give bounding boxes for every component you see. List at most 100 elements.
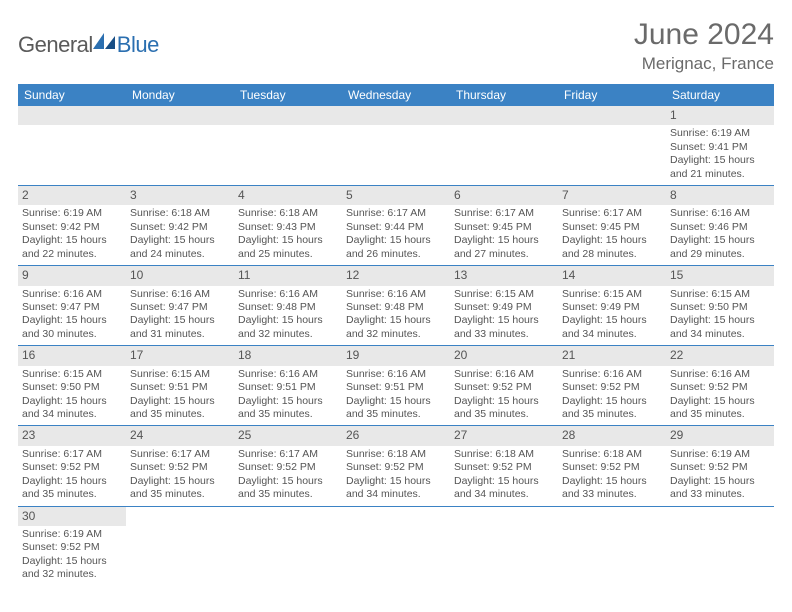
day-header-row: Sunday Monday Tuesday Wednesday Thursday… (18, 84, 774, 106)
daylight-text: and 30 minutes. (22, 328, 122, 341)
day-number: 21 (558, 346, 666, 365)
daylight-text: and 35 minutes. (22, 488, 122, 501)
daylight-text: and 31 minutes. (130, 328, 230, 341)
calendar-cell: 21Sunrise: 6:16 AMSunset: 9:52 PMDayligh… (558, 346, 666, 426)
sunset-text: Sunset: 9:45 PM (454, 221, 554, 234)
calendar-cell: 10Sunrise: 6:16 AMSunset: 9:47 PMDayligh… (126, 266, 234, 346)
day-header: Sunday (18, 84, 126, 106)
sunrise-text: Sunrise: 6:19 AM (670, 127, 770, 140)
daylight-text: and 33 minutes. (670, 488, 770, 501)
day-header: Wednesday (342, 84, 450, 106)
day-details: Sunrise: 6:16 AMSunset: 9:52 PMDaylight:… (666, 366, 774, 426)
day-details: Sunrise: 6:15 AMSunset: 9:49 PMDaylight:… (450, 286, 558, 346)
daylight-text: and 34 minutes. (562, 328, 662, 341)
title-block: June 2024 Merignac, France (634, 18, 774, 74)
sunset-text: Sunset: 9:47 PM (22, 301, 122, 314)
daylight-text: and 34 minutes. (22, 408, 122, 421)
week-row: 23Sunrise: 6:17 AMSunset: 9:52 PMDayligh… (18, 426, 774, 506)
day-number: 17 (126, 346, 234, 365)
daylight-text: Daylight: 15 hours (562, 234, 662, 247)
daylight-text: Daylight: 15 hours (238, 234, 338, 247)
day-number-empty (18, 106, 126, 125)
daylight-text: Daylight: 15 hours (670, 234, 770, 247)
sunrise-text: Sunrise: 6:15 AM (670, 288, 770, 301)
daylight-text: Daylight: 15 hours (22, 395, 122, 408)
day-number: 20 (450, 346, 558, 365)
sunset-text: Sunset: 9:52 PM (562, 461, 662, 474)
day-number: 2 (18, 186, 126, 205)
daylight-text: Daylight: 15 hours (454, 475, 554, 488)
daylight-text: Daylight: 15 hours (130, 234, 230, 247)
daylight-text: Daylight: 15 hours (454, 234, 554, 247)
daylight-text: and 35 minutes. (130, 408, 230, 421)
sunrise-text: Sunrise: 6:18 AM (454, 448, 554, 461)
sunset-text: Sunset: 9:52 PM (22, 541, 122, 554)
daylight-text: and 35 minutes. (670, 408, 770, 421)
daylight-text: Daylight: 15 hours (22, 475, 122, 488)
day-number-empty (342, 106, 450, 125)
daylight-text: Daylight: 15 hours (670, 475, 770, 488)
calendar-cell: 22Sunrise: 6:16 AMSunset: 9:52 PMDayligh… (666, 346, 774, 426)
sunrise-text: Sunrise: 6:16 AM (238, 368, 338, 381)
daylight-text: and 33 minutes. (562, 488, 662, 501)
calendar-cell (126, 507, 234, 586)
calendar-cell: 30Sunrise: 6:19 AMSunset: 9:52 PMDayligh… (18, 507, 126, 586)
calendar-cell (558, 106, 666, 186)
day-number: 4 (234, 186, 342, 205)
calendar-cell (342, 507, 450, 586)
daylight-text: Daylight: 15 hours (22, 555, 122, 568)
day-details: Sunrise: 6:17 AMSunset: 9:44 PMDaylight:… (342, 205, 450, 265)
calendar-cell: 18Sunrise: 6:16 AMSunset: 9:51 PMDayligh… (234, 346, 342, 426)
day-details: Sunrise: 6:19 AMSunset: 9:42 PMDaylight:… (18, 205, 126, 265)
day-details: Sunrise: 6:16 AMSunset: 9:48 PMDaylight:… (342, 286, 450, 346)
day-number: 24 (126, 426, 234, 445)
day-details: Sunrise: 6:19 AMSunset: 9:52 PMDaylight:… (666, 446, 774, 506)
daylight-text: and 25 minutes. (238, 248, 338, 261)
sunrise-text: Sunrise: 6:19 AM (670, 448, 770, 461)
daylight-text: Daylight: 15 hours (562, 475, 662, 488)
sunset-text: Sunset: 9:42 PM (22, 221, 122, 234)
day-number: 22 (666, 346, 774, 365)
daylight-text: Daylight: 15 hours (562, 395, 662, 408)
day-number: 18 (234, 346, 342, 365)
sunrise-text: Sunrise: 6:17 AM (238, 448, 338, 461)
page-header: General Blue June 2024 Merignac, France (18, 18, 774, 74)
calendar-cell: 27Sunrise: 6:18 AMSunset: 9:52 PMDayligh… (450, 426, 558, 506)
sunrise-text: Sunrise: 6:16 AM (454, 368, 554, 381)
daylight-text: and 21 minutes. (670, 168, 770, 181)
sunrise-text: Sunrise: 6:16 AM (130, 288, 230, 301)
calendar-cell: 13Sunrise: 6:15 AMSunset: 9:49 PMDayligh… (450, 266, 558, 346)
daylight-text: and 29 minutes. (670, 248, 770, 261)
daylight-text: Daylight: 15 hours (238, 475, 338, 488)
sunrise-text: Sunrise: 6:19 AM (22, 528, 122, 541)
logo-text-general: General (18, 32, 93, 58)
daylight-text: and 35 minutes. (346, 408, 446, 421)
calendar-cell: 14Sunrise: 6:15 AMSunset: 9:49 PMDayligh… (558, 266, 666, 346)
sunrise-text: Sunrise: 6:18 AM (238, 207, 338, 220)
day-details: Sunrise: 6:16 AMSunset: 9:47 PMDaylight:… (18, 286, 126, 346)
sunrise-text: Sunrise: 6:16 AM (670, 368, 770, 381)
calendar-cell (234, 507, 342, 586)
calendar-cell: 7Sunrise: 6:17 AMSunset: 9:45 PMDaylight… (558, 186, 666, 266)
sunrise-text: Sunrise: 6:18 AM (346, 448, 446, 461)
sunset-text: Sunset: 9:51 PM (346, 381, 446, 394)
sunset-text: Sunset: 9:52 PM (670, 381, 770, 394)
day-details: Sunrise: 6:16 AMSunset: 9:47 PMDaylight:… (126, 286, 234, 346)
sunrise-text: Sunrise: 6:16 AM (22, 288, 122, 301)
day-details: Sunrise: 6:16 AMSunset: 9:48 PMDaylight:… (234, 286, 342, 346)
daylight-text: Daylight: 15 hours (130, 395, 230, 408)
sunset-text: Sunset: 9:52 PM (346, 461, 446, 474)
sunset-text: Sunset: 9:52 PM (22, 461, 122, 474)
day-number: 26 (342, 426, 450, 445)
daylight-text: Daylight: 15 hours (130, 475, 230, 488)
calendar-cell (234, 106, 342, 186)
daylight-text: and 35 minutes. (130, 488, 230, 501)
day-header: Thursday (450, 84, 558, 106)
day-number: 16 (18, 346, 126, 365)
sunset-text: Sunset: 9:48 PM (346, 301, 446, 314)
sunrise-text: Sunrise: 6:17 AM (130, 448, 230, 461)
calendar-cell: 29Sunrise: 6:19 AMSunset: 9:52 PMDayligh… (666, 426, 774, 506)
sunset-text: Sunset: 9:43 PM (238, 221, 338, 234)
calendar-cell: 25Sunrise: 6:17 AMSunset: 9:52 PMDayligh… (234, 426, 342, 506)
brand-logo: General Blue (18, 18, 159, 58)
